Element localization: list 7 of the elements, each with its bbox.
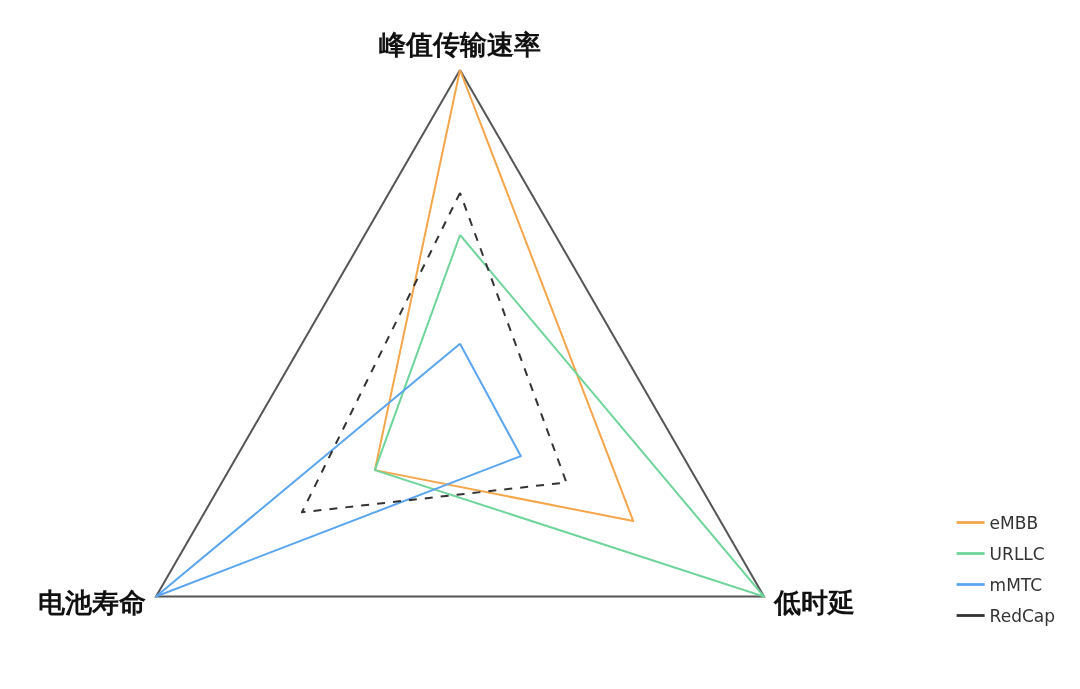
spoke-label: 电池寿命 (37, 587, 146, 618)
legend-label: eMBB (989, 512, 1039, 533)
spoke-label: 低时延 (773, 587, 856, 618)
legend-label: mMTC (989, 574, 1043, 595)
legend-label: URLLC (989, 543, 1045, 564)
spoke-label: 峰值传输速率 (379, 29, 541, 60)
legend-label: RedCap (989, 605, 1056, 626)
